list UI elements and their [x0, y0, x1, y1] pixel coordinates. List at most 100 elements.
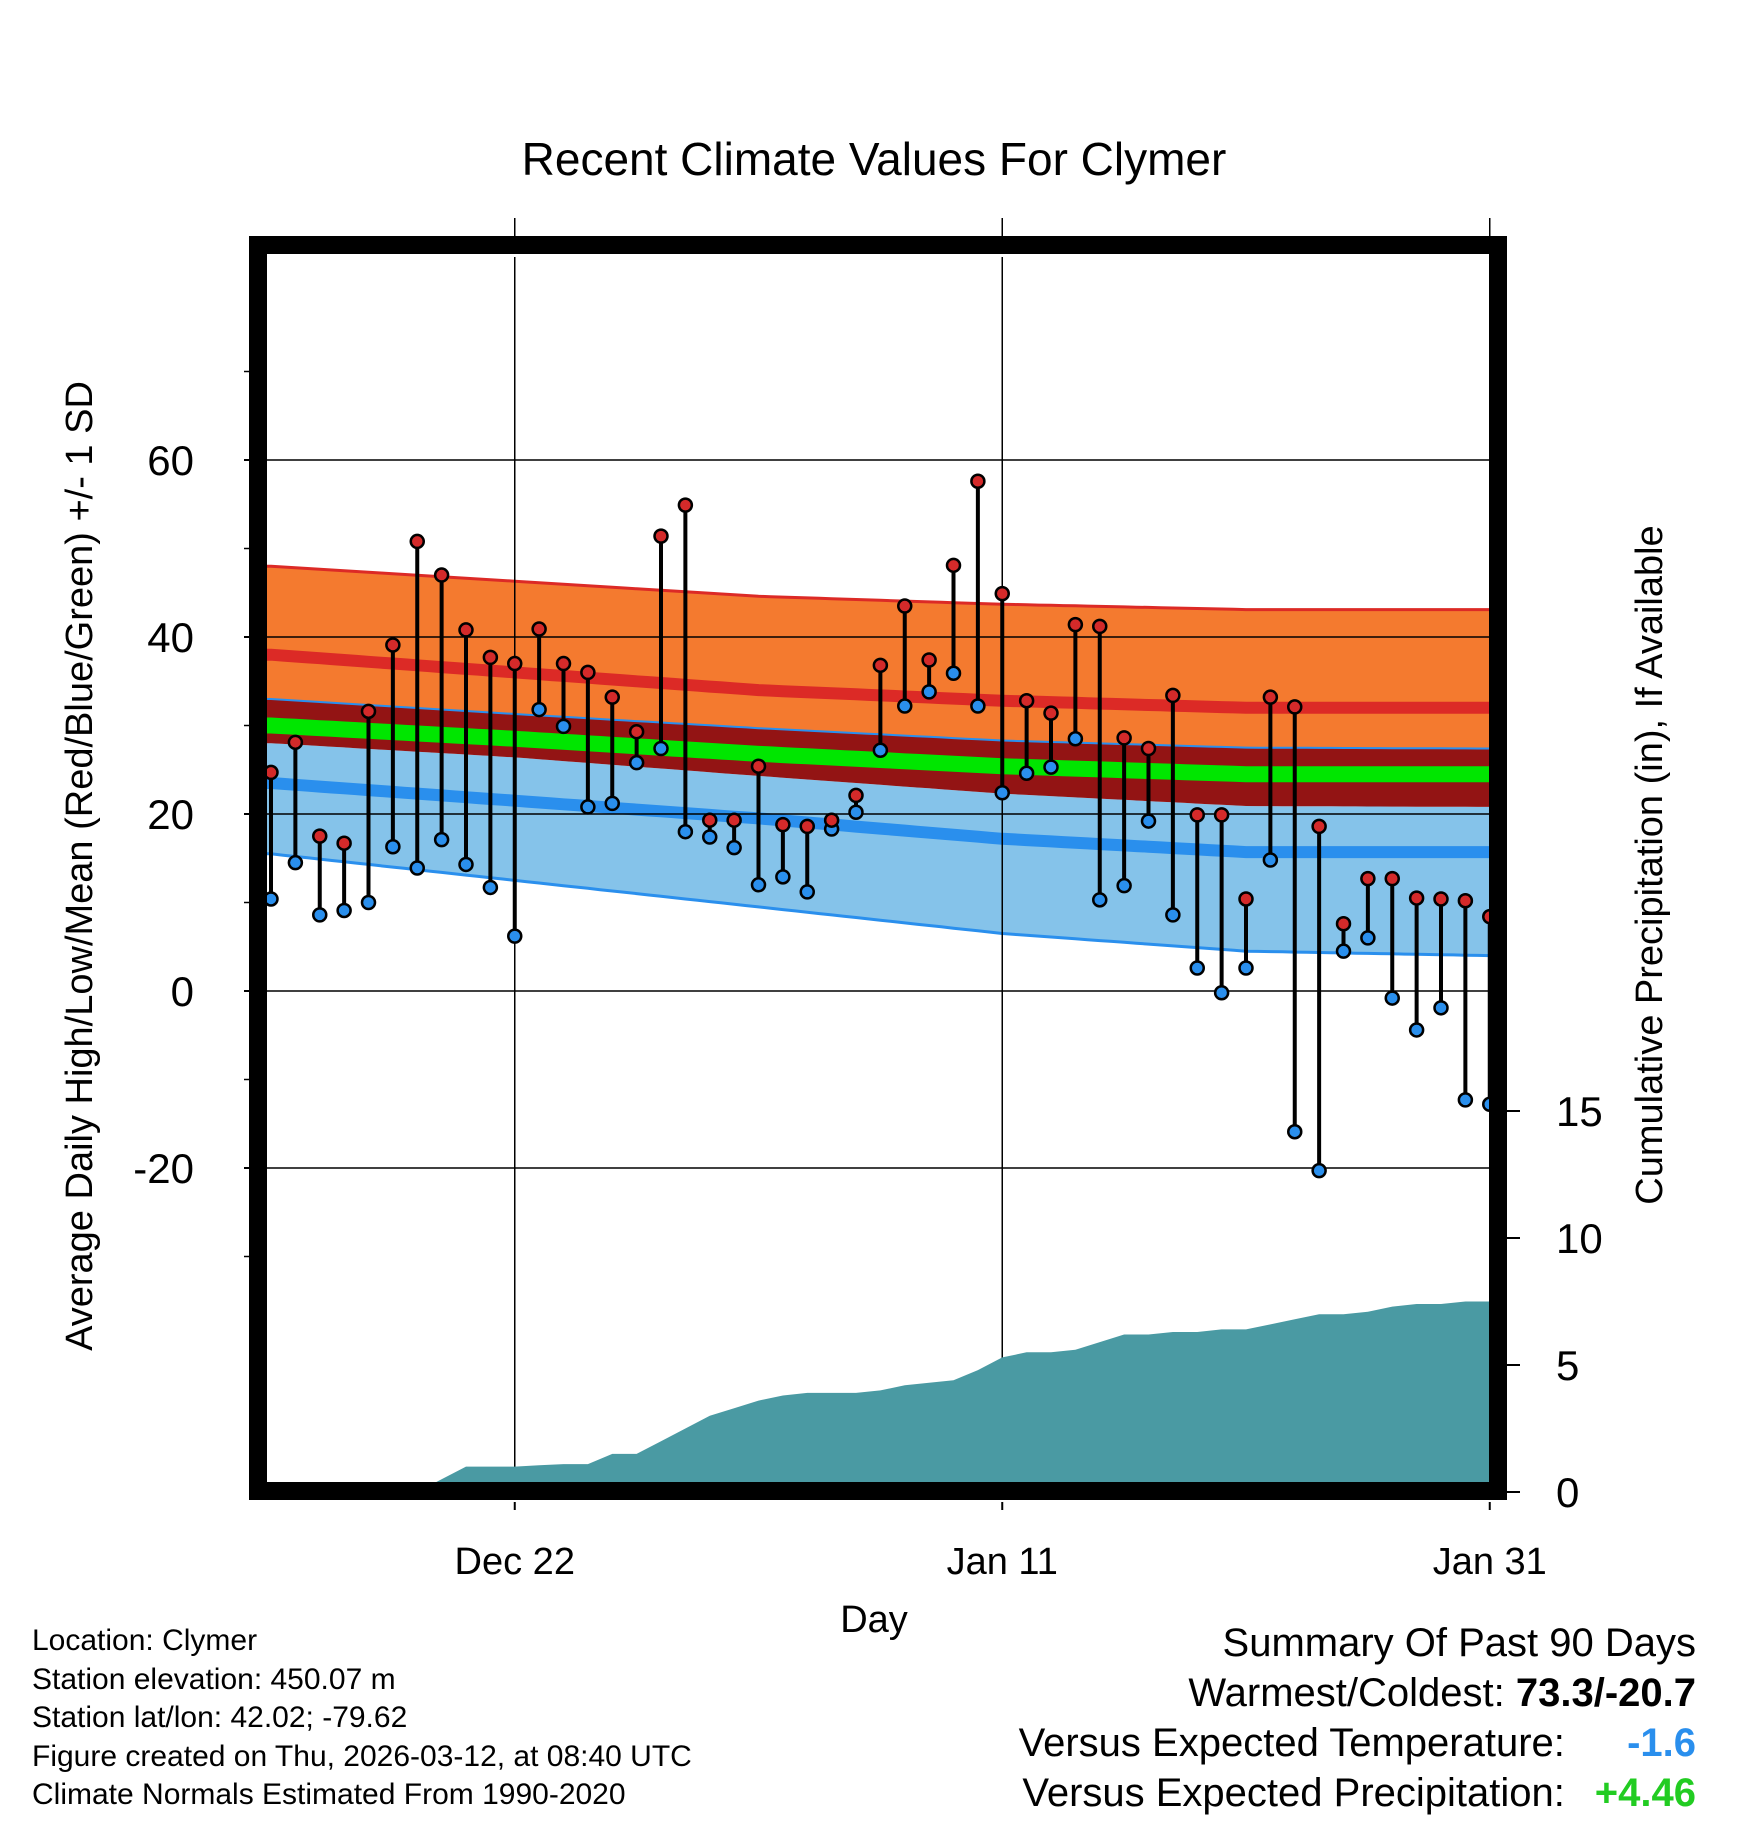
- chart-title: Recent Climate Values For Clymer: [522, 133, 1227, 185]
- daily-high-point: [994, 585, 1010, 602]
- location-text: Location: Clymer: [32, 1624, 258, 1657]
- daily-low-point: [653, 740, 669, 757]
- daily-low-point: [507, 928, 523, 944]
- daily-high-point: [970, 473, 986, 489]
- high-normal-line: [260, 648, 1496, 714]
- warm-cold-label: Warmest/Coldest:: [1188, 1671, 1505, 1715]
- daily-high-point: [336, 835, 352, 851]
- daily-low-point: [1092, 892, 1108, 908]
- daily-high-point: [653, 528, 669, 544]
- daily-high-point: [1408, 890, 1425, 906]
- y-tick-label: 40: [147, 614, 194, 661]
- daily-low-point: [1532, 1069, 1545, 1082]
- daily-high-point: [1457, 892, 1474, 909]
- daily-low-point: [604, 795, 620, 812]
- daily-high-point: [482, 649, 499, 666]
- daily-low-point: [360, 894, 377, 911]
- daily-high-point: [360, 703, 377, 720]
- daily-high-point: [312, 828, 328, 844]
- daily-high-point: [1165, 687, 1181, 704]
- y-tick-label: 20: [147, 791, 194, 838]
- y-tick-label: 0: [171, 968, 194, 1015]
- daily-low-point: [1605, 953, 1618, 966]
- daily-low-point: [1116, 877, 1132, 894]
- daily-high-point: [702, 812, 718, 828]
- daily-high-point: [1335, 915, 1352, 932]
- daily-low-point: [897, 698, 913, 714]
- y2-axis-label: Cumulative Precipitation (in), If Availa…: [1629, 525, 1671, 1204]
- daily-high-point: [604, 689, 620, 705]
- daily-low-point: [580, 799, 596, 815]
- low-normal-line: [260, 777, 1496, 859]
- prcp-label: Versus Expected Precipitation:: [1022, 1771, 1565, 1815]
- daily-low-point: [799, 884, 815, 900]
- daily-low-point: [458, 856, 474, 873]
- daily-high-point: [1605, 816, 1618, 829]
- low-lower-line: [260, 852, 1496, 958]
- daily-high-point: [1508, 892, 1521, 905]
- daily-low-point: [482, 879, 499, 896]
- daily-low-point: [385, 838, 401, 855]
- latlon-text: Station lat/lon: 42.02; -79.62: [32, 1701, 408, 1734]
- warm-cold-row: Warmest/Coldest: 73.3/-20.7: [1019, 1668, 1696, 1718]
- normals-text: Climate Normals Estimated From 1990-2020: [32, 1778, 626, 1811]
- daily-low-point: [872, 742, 889, 759]
- daily-high-point: [677, 497, 694, 513]
- y2-tick-label: 10: [1556, 1215, 1603, 1262]
- daily-high-point: [1043, 705, 1059, 721]
- daily-low-point: [750, 877, 767, 893]
- high-lower-line: [260, 698, 1496, 750]
- y-tick-label: 60: [147, 437, 194, 484]
- daily-low-point: [1067, 731, 1084, 747]
- prcp-value: +4.46: [1594, 1771, 1696, 1815]
- daily-low-point: [1384, 990, 1400, 1006]
- daily-high-point: [1311, 818, 1327, 835]
- x-tick-label: Dec 22: [455, 1541, 575, 1583]
- daily-low-point: [1213, 985, 1230, 1001]
- daily-low-point: [433, 831, 450, 848]
- summary-heading: Summary Of Past 90 Days: [1222, 1621, 1696, 1665]
- daily-low-point: [1581, 1010, 1594, 1023]
- daily-low-point: [1408, 1022, 1425, 1038]
- daily-low-point: [1165, 907, 1181, 923]
- daily-high-point: [1532, 878, 1545, 891]
- high-normal-band: [260, 566, 1496, 749]
- daily-low-point: [1018, 765, 1035, 782]
- daily-high-point: [580, 664, 596, 681]
- daily-high-point: [1384, 870, 1400, 887]
- daily-low-point: [1457, 1092, 1474, 1108]
- daily-low-point: [1238, 960, 1254, 976]
- y2-tick-label: 15: [1556, 1088, 1603, 1135]
- daily-low-point: [1360, 930, 1376, 946]
- temp-label: Versus Expected Temperature:: [1018, 1721, 1565, 1765]
- daily-high-point: [1140, 740, 1157, 757]
- daily-low-point: [1043, 759, 1059, 775]
- daily-high-point: [921, 652, 937, 668]
- daily-low-point: [702, 829, 718, 845]
- y-tick-label: -20: [133, 1145, 194, 1192]
- daily-low-point: [531, 701, 547, 718]
- daily-high-point: [1238, 891, 1254, 907]
- low-normal-band: [260, 743, 1496, 956]
- high-upper-line: [260, 564, 1496, 612]
- daily-high-point: [1213, 807, 1230, 823]
- daily-low-point: [287, 854, 304, 871]
- elevation-text: Station elevation: 450.07 m: [32, 1662, 396, 1696]
- daily-low-point: [970, 698, 986, 714]
- daily-high-point: [823, 812, 840, 828]
- daily-high-point: [1556, 761, 1569, 774]
- daily-low-point: [312, 907, 328, 923]
- created-text: Figure created on Thu, 2026-03-12, at 08…: [32, 1739, 692, 1773]
- daily-low-point: [1433, 1000, 1449, 1016]
- y2-tick-label: 5: [1556, 1342, 1579, 1389]
- daily-low-point: [945, 665, 962, 682]
- daily-high-point: [433, 567, 450, 583]
- daily-low-point: [848, 804, 864, 820]
- daily-low-point: [1287, 1123, 1303, 1140]
- daily-low-point: [1262, 852, 1279, 868]
- daily-high-point: [1092, 618, 1108, 635]
- daily-high-point: [848, 787, 864, 804]
- daily-low-point: [775, 869, 791, 885]
- daily-low-point: [1140, 813, 1157, 829]
